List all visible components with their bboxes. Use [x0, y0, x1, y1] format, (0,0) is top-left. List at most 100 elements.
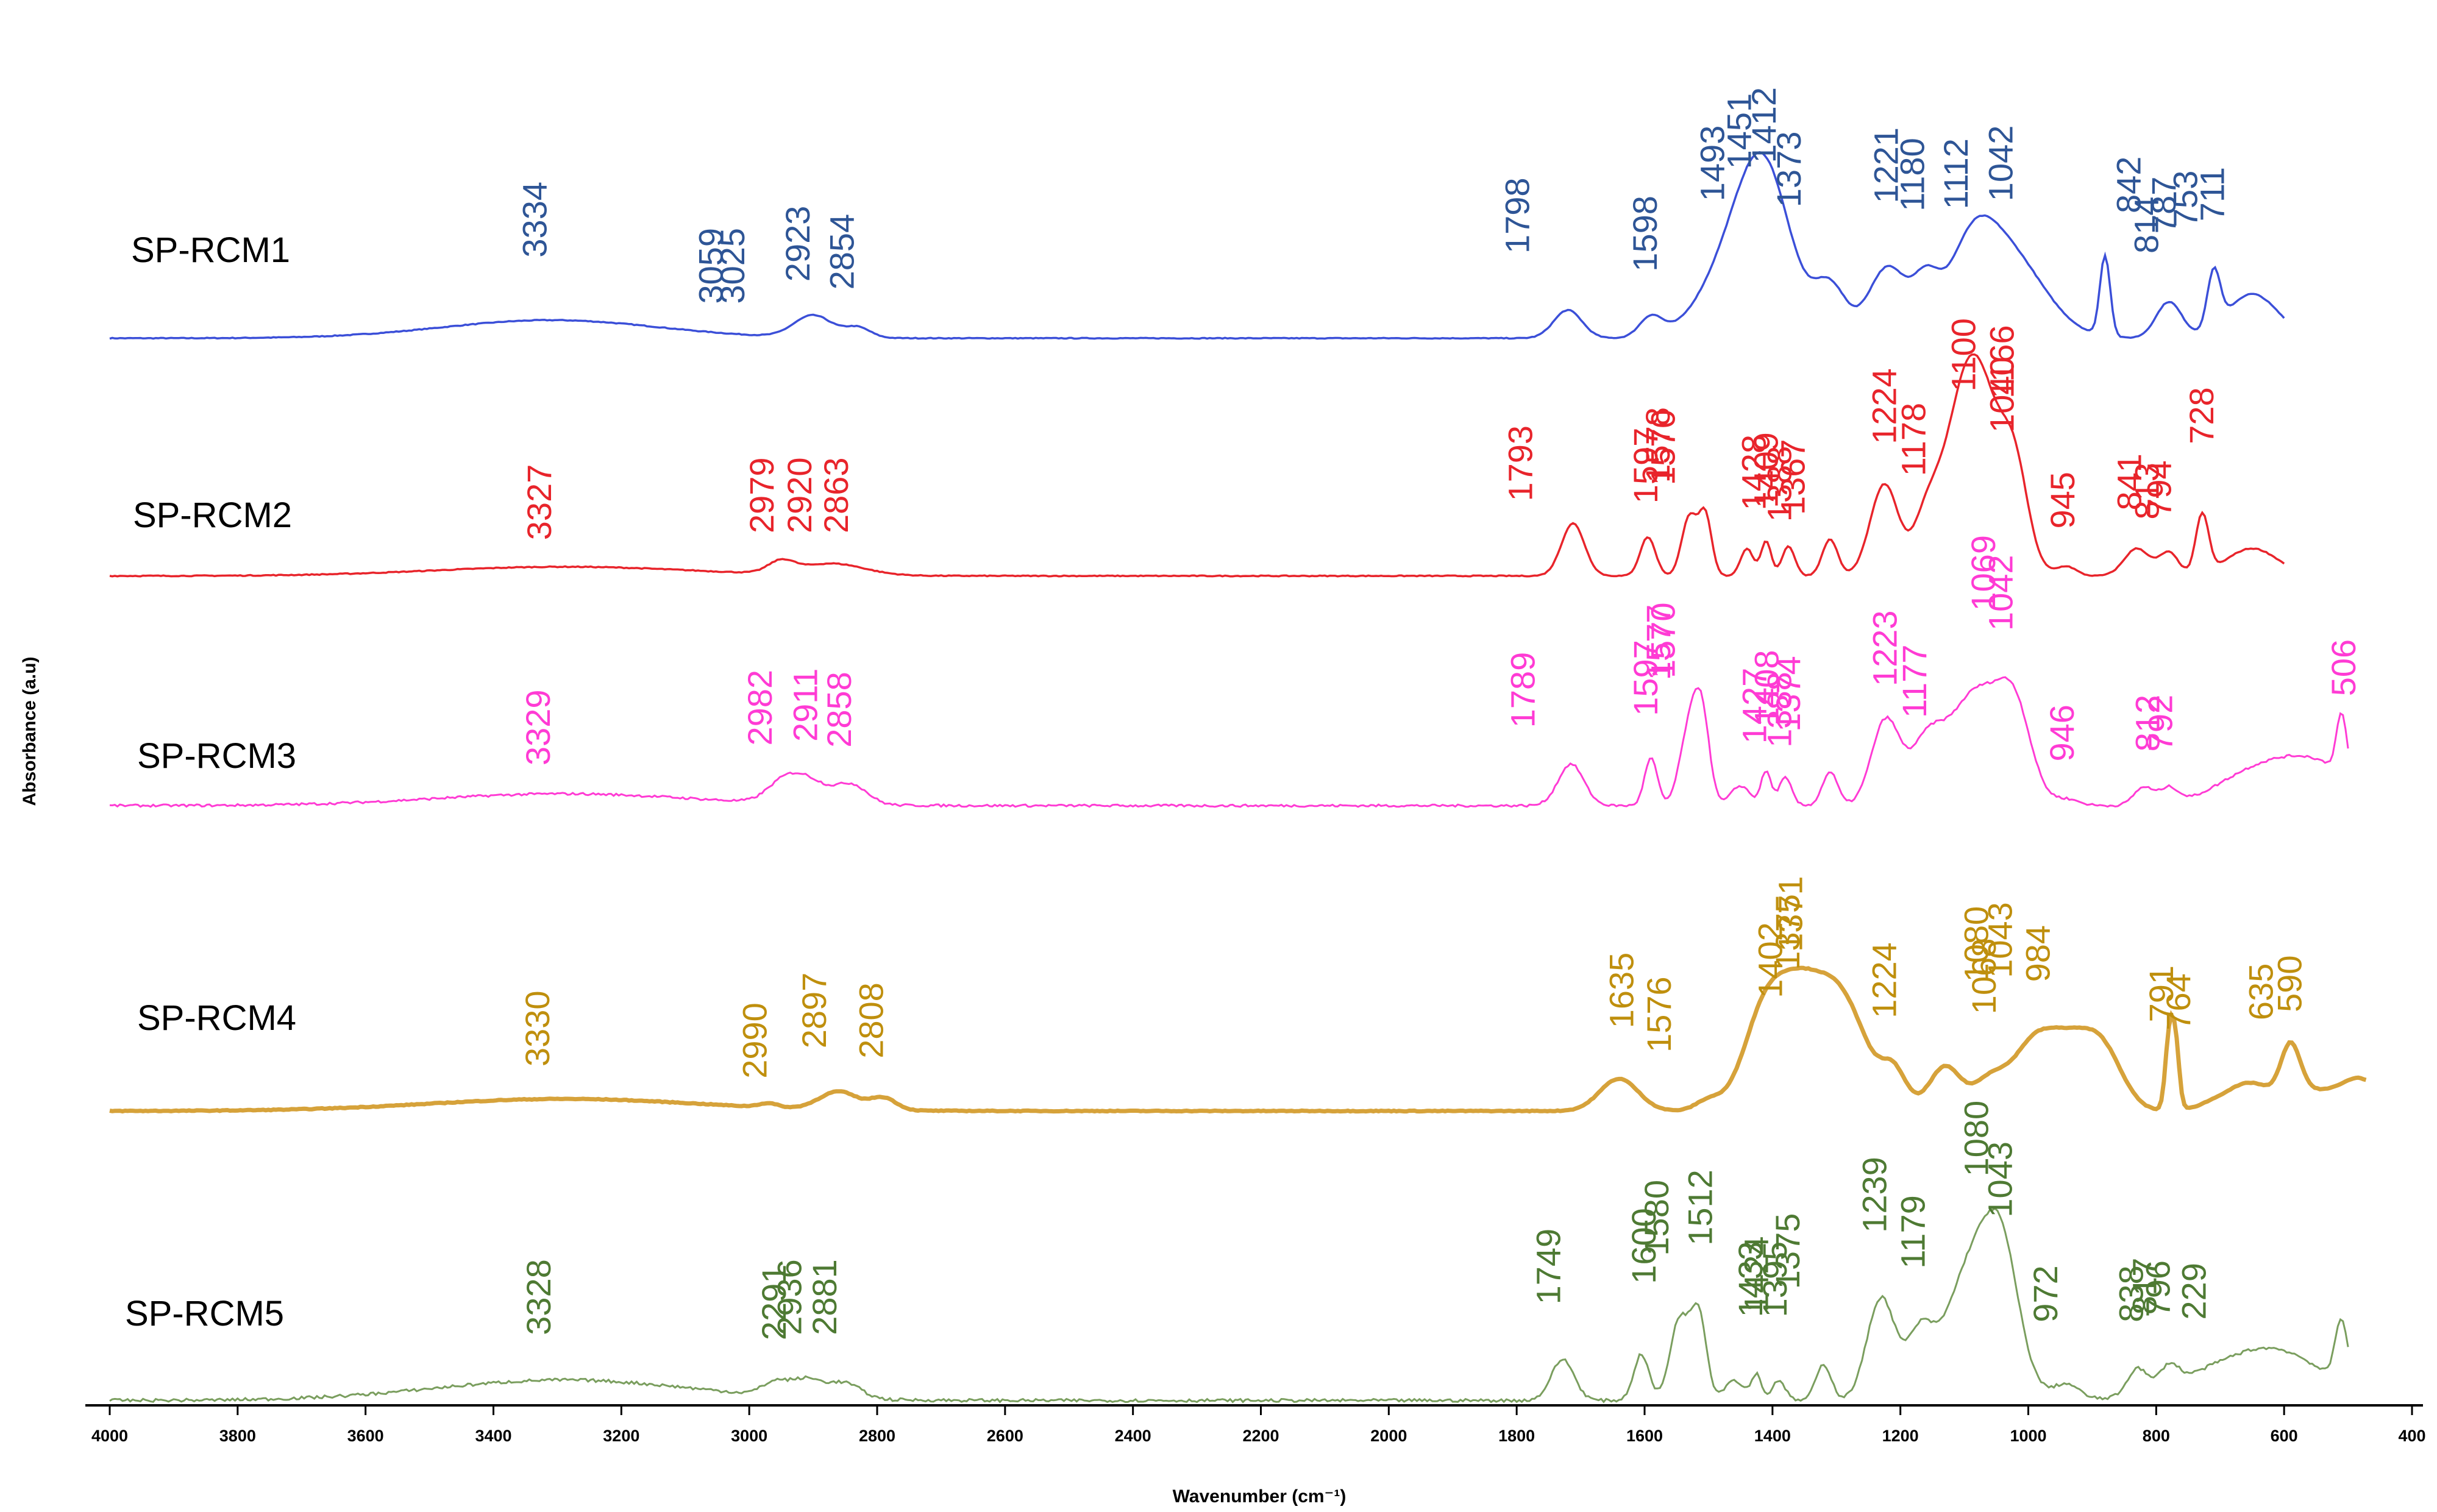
peak-label: 792: [2141, 695, 2180, 751]
peak-label: 1374: [1769, 656, 1807, 732]
peak-label: 1576: [1640, 976, 1678, 1052]
peak-label: 1424: [1737, 1236, 1776, 1312]
peak-label: 2979: [742, 457, 781, 533]
peak-label: 1408: [1747, 650, 1785, 726]
peak-label: 2936: [770, 1259, 808, 1335]
x-tick-label: 1600: [1626, 1427, 1663, 1445]
spectrum-traces: [109, 151, 2367, 1404]
peak-label: 1069: [1964, 535, 2002, 611]
peak-label: 1580: [1637, 1180, 1676, 1256]
peak-label: 2897: [795, 973, 833, 1049]
peak-label: 1373: [1770, 132, 1808, 208]
x-tick-label: 3000: [731, 1427, 767, 1445]
x-tick-label: 2000: [1370, 1427, 1407, 1445]
peak-label: 817: [2126, 1258, 2164, 1315]
peak-label: 1433: [1731, 1241, 1770, 1318]
peak-label: 812: [2129, 695, 2167, 751]
peak-label: 1080: [1957, 906, 1996, 982]
peak-label: 1570: [1644, 410, 1682, 486]
sample-label-sp-rcm5: SP-RCM5: [125, 1294, 284, 1333]
peak-label: 972: [2026, 1265, 2065, 1322]
peak-label: 1375: [1768, 894, 1807, 970]
peak-label: 1412: [1745, 87, 1783, 163]
x-tick-label: 2800: [859, 1427, 895, 1445]
sample-labels: SP-RCM1 SP-RCM2 SP-RCM3 SP-RCM4 SP-RCM5: [125, 230, 296, 1333]
y-axis-title: Absorbance (a.u): [20, 656, 40, 806]
peak-label: 1179: [1894, 1195, 1932, 1268]
peak-label: 813: [2128, 463, 2166, 519]
peak-label: 728: [2182, 387, 2221, 444]
peak-label: 753: [2166, 171, 2205, 227]
peak-label: 1451: [1720, 93, 1758, 169]
peak-label: 1395: [1756, 1241, 1794, 1318]
peak-label: 229: [2174, 1263, 2213, 1319]
peak-label: 945: [2043, 472, 2082, 528]
peak-label: 946: [2043, 705, 2081, 761]
peak-label: 3328: [519, 1259, 558, 1335]
peak-label: 1221: [1867, 127, 1905, 204]
peak-label: 2291: [755, 1265, 793, 1341]
peak-label: 796: [2139, 1260, 2177, 1317]
peak-label: 1223: [1866, 610, 1904, 686]
peak-label: 2982: [741, 670, 779, 746]
peak-label: 1570: [1644, 602, 1682, 678]
peak-label: 1597: [1626, 428, 1665, 504]
x-tick-label: 800: [2143, 1427, 2170, 1445]
peak-label: 1598: [1626, 196, 1664, 272]
x-tick-label: 400: [2398, 1427, 2425, 1445]
x-tick-label: 600: [2271, 1427, 2298, 1445]
peak-label: 1428: [1735, 435, 1773, 511]
peak-label: 2858: [820, 672, 858, 748]
peak-label: 2863: [817, 457, 855, 533]
peak-label: 1371: [1771, 876, 1809, 952]
peak-label: 1224: [1865, 368, 1904, 444]
peak-label: 1043: [1980, 1141, 2019, 1218]
peak-label: 1749: [1529, 1229, 1568, 1305]
peak-label: 794: [2140, 460, 2179, 517]
peak-label: 1080: [1957, 1101, 1996, 1177]
peak-label: 1043: [1980, 902, 2019, 978]
x-tick-label: 2400: [1115, 1427, 1151, 1445]
peak-label: 1597: [1626, 640, 1665, 716]
peak-label: 3327: [520, 464, 558, 541]
series-line-sp-rcm3: [109, 676, 2349, 808]
peak-label: 2923: [778, 206, 817, 282]
peak-label: 1600: [1624, 1208, 1663, 1284]
x-tick-label: 3600: [347, 1427, 384, 1445]
peak-label: 1367: [1774, 439, 1812, 515]
series-line-sp-rcm1: [109, 151, 2285, 340]
sample-label-sp-rcm1: SP-RCM1: [131, 230, 290, 270]
peak-label: 791: [2142, 965, 2180, 1022]
peak-label: 764: [2159, 973, 2197, 1030]
peak-label: 1042: [1981, 126, 2019, 202]
x-tick-label: 3400: [475, 1427, 511, 1445]
peak-label: 1793: [1501, 425, 1540, 502]
peak-label: 3329: [519, 689, 557, 765]
x-tick-label: 2200: [1242, 1427, 1279, 1445]
peak-label: 1388: [1760, 672, 1798, 748]
x-tick-label: 3800: [219, 1427, 256, 1445]
peak-label: 590: [2271, 955, 2309, 1012]
peak-label: 1177: [1895, 645, 1934, 718]
peak-label: 3025: [713, 228, 752, 304]
x-tick-label: 1000: [2010, 1427, 2046, 1445]
peak-label: 3334: [516, 182, 554, 258]
series-line-sp-rcm2: [109, 353, 2285, 578]
peak-label: 1068: [1965, 939, 2003, 1015]
peak-label: 3330: [518, 990, 557, 1067]
series-line-sp-rcm4: [109, 965, 2367, 1114]
peak-label: 1402: [1751, 922, 1790, 998]
peak-label: 3059: [691, 228, 730, 304]
peak-label: 1798: [1498, 177, 1536, 254]
peak-label: 2911: [786, 669, 825, 742]
peak-label: 1040: [1983, 357, 2021, 433]
peak-label: 1180: [1893, 138, 1932, 211]
peak-label: 1635: [1602, 953, 1640, 1029]
peak-label: 1112: [1937, 138, 1975, 209]
peak-label: 2990: [736, 1003, 774, 1079]
series-line-sp-rcm5: [109, 1207, 2349, 1404]
x-tick-label: 1200: [1882, 1427, 1919, 1445]
peak-label: 1789: [1504, 652, 1542, 728]
peak-label: 1493: [1693, 126, 1731, 202]
